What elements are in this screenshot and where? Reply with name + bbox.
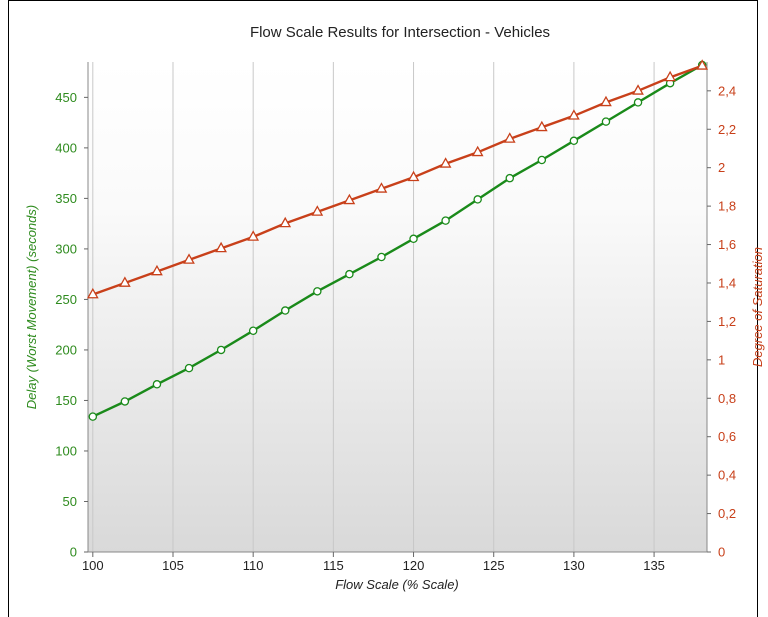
y-left-tick-label: 100 <box>55 443 77 458</box>
delay-point <box>313 287 322 296</box>
delay-point <box>537 155 547 165</box>
x-tick-label: 130 <box>563 558 585 573</box>
delay-point <box>601 117 611 126</box>
saturation-point <box>311 205 324 216</box>
y-left-tick-label: 150 <box>55 393 77 408</box>
y-right-tick-label: 0,2 <box>718 506 736 521</box>
chart-frame <box>8 0 758 617</box>
y-left-tick-label: 0 <box>70 545 77 560</box>
saturation-point <box>215 241 227 253</box>
y-left-axis-label: Delay (Worst Movement) (seconds) <box>24 205 39 409</box>
saturation-point <box>407 170 420 182</box>
y-left-tick-label: 400 <box>55 140 77 155</box>
y-left-tick-label: 200 <box>55 342 77 357</box>
x-tick-label: 120 <box>403 558 425 573</box>
x-tick-label: 115 <box>323 558 344 573</box>
delay-point <box>184 363 194 373</box>
plot-area <box>88 62 707 552</box>
y-left-tick-label: 350 <box>55 191 77 206</box>
saturation-point <box>375 182 388 193</box>
saturation-point <box>151 264 163 276</box>
delay-point <box>633 98 643 107</box>
saturation-point <box>535 120 548 132</box>
delay-point <box>216 345 226 355</box>
saturation-point <box>503 132 516 143</box>
y-right-tick-label: 0,4 <box>718 468 736 483</box>
y-left-tick-label: 250 <box>55 292 77 307</box>
delay-point <box>505 173 515 183</box>
saturation-point <box>600 95 612 107</box>
chart-title: Flow Scale Results for Intersection - Ve… <box>250 24 550 41</box>
y-right-tick-label: 2,4 <box>718 83 736 98</box>
delay-point <box>409 234 418 244</box>
tick-labels: 100 105 110 115 120 125 130 1350501001502002503… <box>55 83 736 573</box>
y-right-tick-label: 1,4 <box>718 275 736 290</box>
saturation-point <box>183 253 195 264</box>
x-tick-label: 110 <box>243 558 264 573</box>
saturation-point <box>696 59 709 70</box>
y-right-tick-label: 0,6 <box>718 429 736 444</box>
x-axis-label: Flow Scale (% Scale) <box>335 577 459 592</box>
saturation-point <box>279 216 292 228</box>
x-tick-label: 135 <box>643 558 665 573</box>
delay-point <box>441 216 450 225</box>
delay-line <box>92 63 703 418</box>
saturation-point <box>471 145 484 157</box>
saturation-point <box>632 84 644 95</box>
delay-point <box>248 326 258 335</box>
delay-point <box>377 252 386 262</box>
y-right-tick-label: 1,8 <box>718 199 736 214</box>
delay-point <box>152 380 162 389</box>
y-right-tick-label: 1,6 <box>718 237 736 252</box>
saturation-point <box>664 70 676 82</box>
saturation-line <box>92 64 703 296</box>
x-tick-label: 100 <box>82 558 104 573</box>
y-left-tick-label: 300 <box>55 241 77 256</box>
saturation-point <box>343 193 356 205</box>
series-lines <box>92 63 703 418</box>
delay-point <box>569 136 579 146</box>
grid-lines <box>92 62 655 552</box>
y-left-tick-label: 450 <box>55 90 77 105</box>
y-right-axis-label: Degree of Saturation <box>750 247 765 367</box>
y-right-tick-label: 2 <box>718 160 725 175</box>
y-right-tick-label: 0,8 <box>718 391 736 406</box>
x-tick-label: 105 <box>162 558 184 573</box>
delay-point <box>280 306 290 315</box>
saturation-point <box>439 157 452 168</box>
y-right-tick-label: 1,2 <box>718 314 736 329</box>
axes <box>84 62 711 557</box>
saturation-point <box>119 276 131 287</box>
delay-point <box>345 269 354 279</box>
delay-point <box>473 195 482 204</box>
saturation-point <box>247 230 260 241</box>
delay-point <box>120 397 130 406</box>
saturation-point <box>86 287 99 299</box>
y-right-tick-label: 0 <box>718 545 725 560</box>
series-markers <box>86 59 709 421</box>
x-tick-label: 125 <box>483 558 505 573</box>
saturation-point <box>568 109 580 120</box>
delay-point <box>88 412 98 421</box>
y-right-tick-label: 1 <box>718 352 725 367</box>
y-right-tick-label: 2,2 <box>718 122 736 137</box>
y-left-tick-label: 50 <box>63 494 77 509</box>
